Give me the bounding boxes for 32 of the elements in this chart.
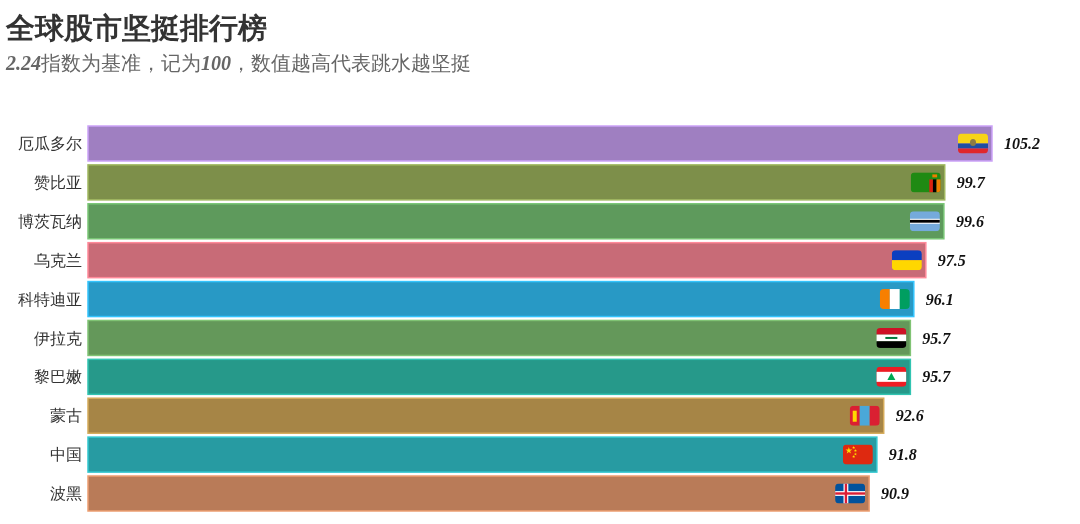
y-tick-label: 黎巴嫩 [34,368,82,386]
y-tick-label: 博茨瓦纳 [18,212,82,230]
y-tick-label: 科特迪亚 [18,290,82,308]
data-label: 97.5 [937,251,966,269]
chart-subtitle: 2.24指数为基准，记为100，数值越高代表跳水越坚挺 [5,52,471,74]
bar [87,125,993,162]
bar [87,397,885,434]
bar [87,241,927,279]
data-label: 99.7 [956,173,986,191]
data-label: 95.7 [922,368,952,386]
y-tick-label: 波黑 [50,485,82,503]
data-label: 96.1 [925,290,954,308]
bar [87,203,945,240]
data-label: 99.6 [955,212,984,230]
bar [87,475,870,512]
y-tick-label: 乌克兰 [34,251,82,269]
y-tick-label: 厄瓜多尔 [18,135,82,153]
chart-title: 全球股市坚挺排行榜 [5,12,267,44]
y-tick-label: 赞比亚 [34,173,82,191]
data-label: 95.7 [922,329,952,347]
data-label: 92.6 [895,407,924,425]
data-label: 91.8 [888,446,917,464]
bar [87,319,912,357]
y-tick-label: 中国 [50,446,82,464]
bar [87,436,878,473]
data-label: 90.9 [881,485,910,503]
bar [87,280,915,318]
bar [87,358,912,396]
bar [87,164,946,201]
data-label: 105.2 [1004,135,1040,153]
y-tick-label: 伊拉克 [34,329,82,347]
y-tick-label: 蒙古 [50,407,82,425]
